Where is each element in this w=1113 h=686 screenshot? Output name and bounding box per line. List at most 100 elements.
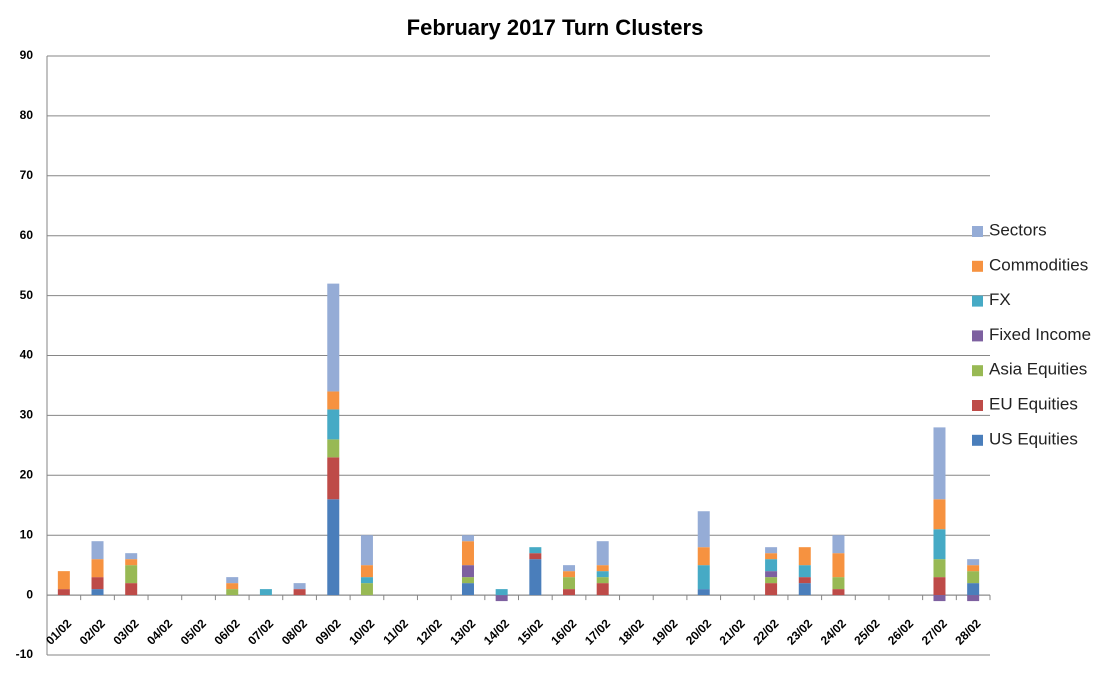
bar-segment bbox=[765, 577, 778, 584]
bar-segment bbox=[360, 577, 373, 584]
legend-swatch bbox=[972, 226, 983, 237]
x-tick-label: 16/02 bbox=[548, 616, 579, 647]
y-tick-label: 10 bbox=[20, 527, 34, 541]
bar-segment bbox=[293, 583, 306, 590]
bar-segment bbox=[327, 499, 340, 596]
bar-segment bbox=[832, 553, 845, 578]
bar-segment bbox=[765, 571, 778, 578]
y-tick-label: 30 bbox=[20, 408, 34, 422]
bar-segment bbox=[697, 565, 710, 590]
chart-title: February 2017 Turn Clusters bbox=[407, 15, 704, 40]
bar-segment bbox=[697, 547, 710, 566]
y-tick-label: 0 bbox=[26, 587, 33, 601]
bar-segment bbox=[125, 559, 138, 566]
bar-segment bbox=[461, 577, 474, 584]
x-tick-label: 09/02 bbox=[312, 616, 343, 647]
x-tick-label: 18/02 bbox=[616, 616, 647, 647]
bar-segment bbox=[57, 571, 70, 590]
bar-segment bbox=[461, 565, 474, 578]
bar-segment bbox=[832, 577, 845, 590]
legend-swatch bbox=[972, 400, 983, 411]
x-tick-label: 24/02 bbox=[818, 616, 849, 647]
bar-segment bbox=[226, 589, 239, 596]
bar-segment bbox=[933, 595, 946, 602]
bar-segment bbox=[495, 595, 508, 602]
bar-segment bbox=[832, 589, 845, 596]
bar-segment bbox=[461, 541, 474, 566]
bar-segment bbox=[697, 589, 710, 596]
x-tick-label: 22/02 bbox=[750, 616, 781, 647]
bar-segment bbox=[529, 559, 542, 596]
bar-segment bbox=[967, 595, 980, 602]
bar-segment bbox=[596, 541, 609, 566]
x-tick-label: 10/02 bbox=[346, 616, 377, 647]
y-tick-label: 50 bbox=[20, 288, 34, 302]
bar-segment bbox=[933, 577, 946, 596]
bar-segment bbox=[293, 589, 306, 596]
bar-segment bbox=[57, 589, 70, 596]
x-tick-label: 15/02 bbox=[515, 616, 546, 647]
x-tick-label: 14/02 bbox=[481, 616, 512, 647]
x-tick-label: 21/02 bbox=[717, 616, 748, 647]
bar-segment bbox=[91, 559, 104, 578]
x-tick-label: 05/02 bbox=[178, 616, 209, 647]
bar-segment bbox=[798, 577, 811, 584]
bar-segment bbox=[226, 577, 239, 584]
y-tick-label: 80 bbox=[20, 108, 34, 122]
x-tick-label: 08/02 bbox=[279, 616, 310, 647]
bar-segment bbox=[967, 559, 980, 566]
legend-swatch bbox=[972, 365, 983, 377]
bar-segment bbox=[125, 553, 138, 560]
bar-segment bbox=[798, 565, 811, 578]
bar-segment bbox=[91, 541, 104, 560]
bar-segment bbox=[327, 283, 340, 392]
x-tick-label: 13/02 bbox=[447, 616, 478, 647]
x-tick-label: 17/02 bbox=[582, 616, 613, 647]
legend-swatch bbox=[972, 295, 983, 307]
x-tick-label: 12/02 bbox=[414, 616, 445, 647]
x-tick-label: 26/02 bbox=[885, 616, 916, 647]
bar-segment bbox=[327, 457, 340, 500]
bar-segment bbox=[563, 589, 576, 596]
x-tick-label: 11/02 bbox=[380, 616, 411, 647]
legend-label: Asia Equities bbox=[989, 360, 1087, 379]
bar-segment bbox=[125, 583, 138, 596]
bar-segment bbox=[765, 583, 778, 596]
bar-segment bbox=[765, 547, 778, 554]
legend-swatch bbox=[972, 260, 983, 272]
bar-segment bbox=[563, 571, 576, 578]
legend-swatch bbox=[972, 434, 983, 446]
bar-segment bbox=[933, 559, 946, 578]
bar-segment bbox=[360, 535, 373, 566]
bar-segment bbox=[461, 583, 474, 596]
x-tick-label: 27/02 bbox=[919, 616, 950, 647]
bar-segment bbox=[596, 571, 609, 578]
bar-segment bbox=[933, 529, 946, 560]
bar-segment bbox=[596, 583, 609, 596]
legend-swatch bbox=[972, 330, 983, 342]
bar-segment bbox=[259, 589, 272, 596]
bar-segment bbox=[967, 565, 980, 572]
bar-segment bbox=[967, 583, 980, 596]
x-tick-label: 04/02 bbox=[144, 616, 175, 647]
legend-label: Commodities bbox=[989, 255, 1088, 274]
x-tick-label: 03/02 bbox=[110, 616, 141, 647]
bar-segment bbox=[91, 589, 104, 596]
bar-segment bbox=[832, 535, 845, 554]
bar-segment bbox=[529, 547, 542, 554]
legend-label: Fixed Income bbox=[989, 325, 1091, 344]
bar-segment bbox=[798, 547, 811, 566]
bar-segment bbox=[765, 559, 778, 572]
x-tick-label: 28/02 bbox=[952, 616, 983, 647]
bar-segment bbox=[327, 439, 340, 458]
bar-segment bbox=[563, 577, 576, 590]
bar-segment bbox=[360, 565, 373, 578]
bar-segment bbox=[933, 499, 946, 530]
x-tick-label: 01/02 bbox=[43, 616, 74, 647]
legend-label: EU Equities bbox=[989, 394, 1078, 413]
x-tick-label: 02/02 bbox=[77, 616, 108, 647]
bar-segment bbox=[461, 535, 474, 542]
x-tick-label: 07/02 bbox=[245, 616, 276, 647]
bar-segment bbox=[327, 409, 340, 440]
